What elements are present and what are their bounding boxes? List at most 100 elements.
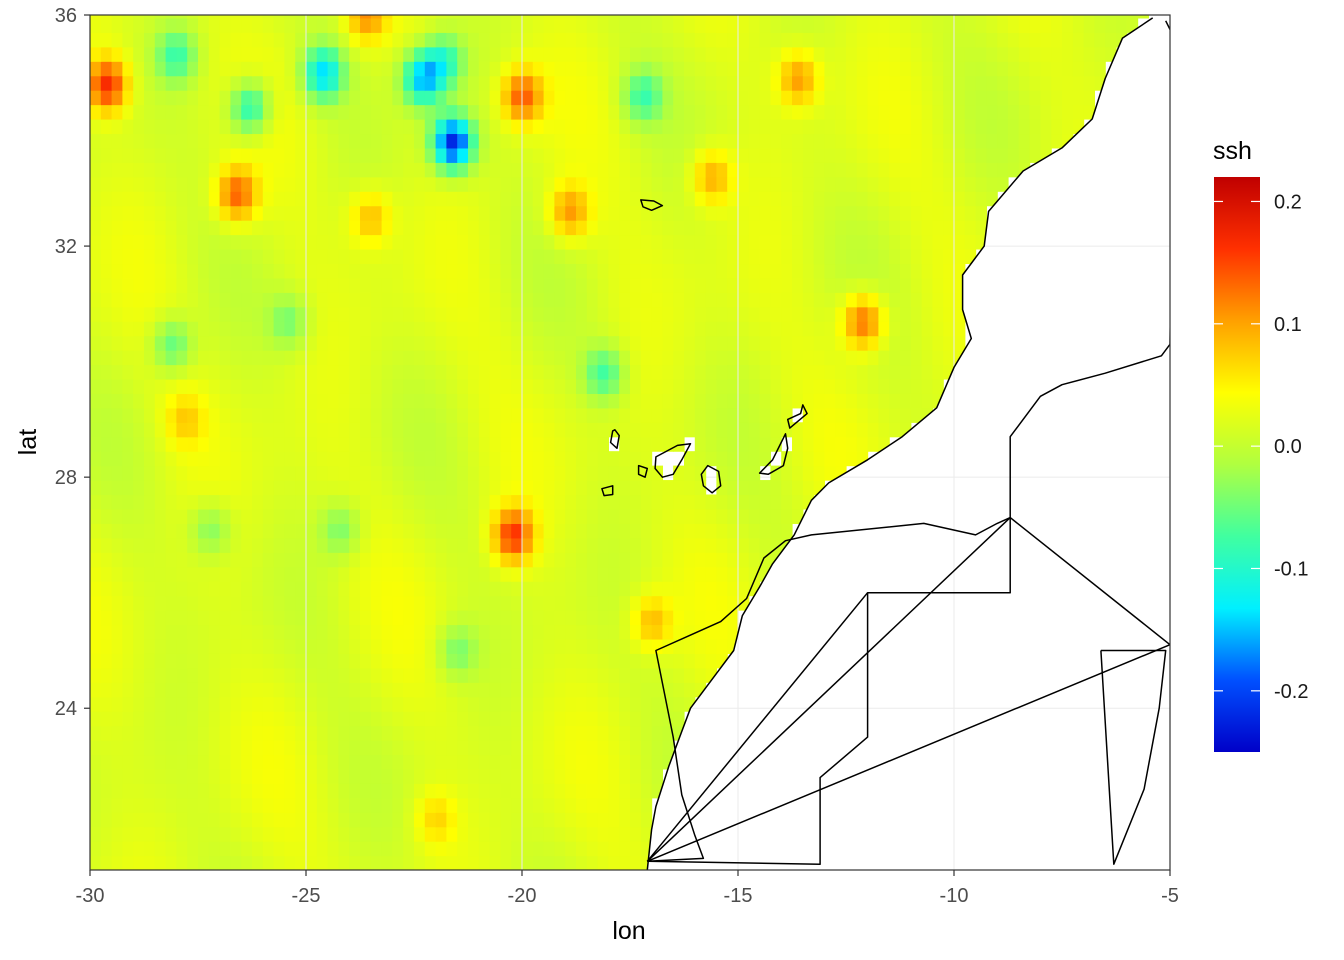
ssh-cell <box>954 335 966 351</box>
ssh-cell <box>846 162 858 178</box>
ssh-cell <box>522 335 534 351</box>
ssh-cell <box>111 696 123 712</box>
ssh-cell <box>597 32 609 48</box>
ssh-cell <box>219 610 231 626</box>
ssh-cell <box>468 624 480 640</box>
ssh-cell <box>705 205 717 221</box>
ssh-cell <box>435 451 447 467</box>
ssh-cell <box>446 552 458 568</box>
ssh-cell <box>943 191 955 207</box>
ssh-cell <box>230 826 242 842</box>
ssh-cell <box>932 15 944 19</box>
ssh-cell <box>975 32 987 48</box>
ssh-cell <box>230 725 242 741</box>
ssh-cell <box>856 335 869 351</box>
ssh-cell <box>759 234 771 250</box>
ssh-cell <box>111 15 123 19</box>
ssh-cell <box>619 855 631 870</box>
ssh-cell <box>932 350 944 366</box>
ssh-cell <box>781 90 793 106</box>
ssh-cell <box>154 523 167 539</box>
ssh-cell <box>684 653 696 669</box>
ssh-cell <box>327 465 339 481</box>
ssh-cell <box>446 321 458 337</box>
ssh-cell <box>727 118 739 135</box>
ssh-cell <box>802 393 815 409</box>
ssh-cell <box>338 480 350 496</box>
ssh-cell <box>900 321 912 337</box>
ssh-cell <box>586 263 599 279</box>
ssh-cell <box>759 480 771 496</box>
ssh-cell <box>392 205 404 221</box>
ssh-cell <box>673 436 685 452</box>
ssh-cell <box>154 133 167 149</box>
ssh-cell <box>856 61 869 77</box>
ssh-cell <box>144 191 156 207</box>
ssh-cell <box>1018 75 1031 91</box>
ssh-cell <box>878 191 890 207</box>
ssh-cell <box>1062 104 1074 120</box>
ssh-cell <box>673 104 685 120</box>
ssh-cell <box>316 220 329 236</box>
ssh-cell <box>381 682 393 698</box>
ssh-cell <box>651 162 663 178</box>
ssh-cell <box>835 234 847 250</box>
ssh-cell <box>813 407 825 423</box>
ssh-cell <box>100 350 113 366</box>
ssh-cell <box>446 335 458 351</box>
ssh-cell <box>770 436 782 452</box>
ssh-cell <box>608 17 620 33</box>
ssh-cell <box>90 17 102 33</box>
ssh-cell <box>651 638 663 654</box>
ssh-cell <box>738 191 750 207</box>
ssh-cell <box>360 508 372 524</box>
ssh-cell <box>478 90 491 106</box>
ssh-cell <box>176 566 188 582</box>
ssh-cell <box>522 465 534 481</box>
ssh-cell <box>144 855 156 870</box>
ssh-cell <box>446 306 458 322</box>
ssh-cell <box>349 465 361 481</box>
ssh-cell <box>489 393 501 409</box>
ssh-cell <box>316 15 329 19</box>
ssh-cell <box>111 783 123 799</box>
ssh-cell <box>370 104 383 120</box>
ssh-cell <box>511 812 523 828</box>
ssh-cell <box>694 133 707 149</box>
ssh-cell <box>262 32 275 48</box>
ssh-cell <box>424 46 437 62</box>
ssh-cell <box>349 480 361 496</box>
ssh-cell <box>424 61 437 77</box>
ssh-cell <box>759 17 771 33</box>
ssh-cell <box>532 595 545 611</box>
ssh-cell <box>208 277 221 293</box>
ssh-cell <box>133 480 145 496</box>
ssh-cell <box>381 667 393 683</box>
ssh-cell <box>241 46 253 62</box>
ssh-cell <box>435 191 447 207</box>
ssh-cell <box>414 118 426 135</box>
ssh-cell <box>349 32 361 48</box>
ssh-cell <box>100 205 113 221</box>
ssh-cell <box>705 537 717 553</box>
ssh-cell <box>457 552 469 568</box>
ssh-cell <box>370 768 383 784</box>
ssh-cell <box>198 783 210 799</box>
ssh-cell <box>133 263 145 279</box>
ssh-cell <box>262 494 275 510</box>
ssh-cell <box>1094 46 1106 62</box>
ssh-cell <box>154 263 167 279</box>
ssh-cell <box>187 104 199 120</box>
ssh-cell <box>424 768 437 784</box>
ssh-cell <box>111 133 123 149</box>
ssh-cell <box>338 306 350 322</box>
ssh-cell <box>273 75 285 91</box>
ssh-cell <box>738 566 750 582</box>
ssh-cell <box>727 537 739 553</box>
ssh-cell <box>306 350 318 366</box>
ssh-cell <box>327 783 339 799</box>
ssh-cell <box>230 176 242 192</box>
ssh-cell <box>846 176 858 192</box>
ssh-cell <box>219 494 231 510</box>
ssh-cell <box>414 653 426 669</box>
